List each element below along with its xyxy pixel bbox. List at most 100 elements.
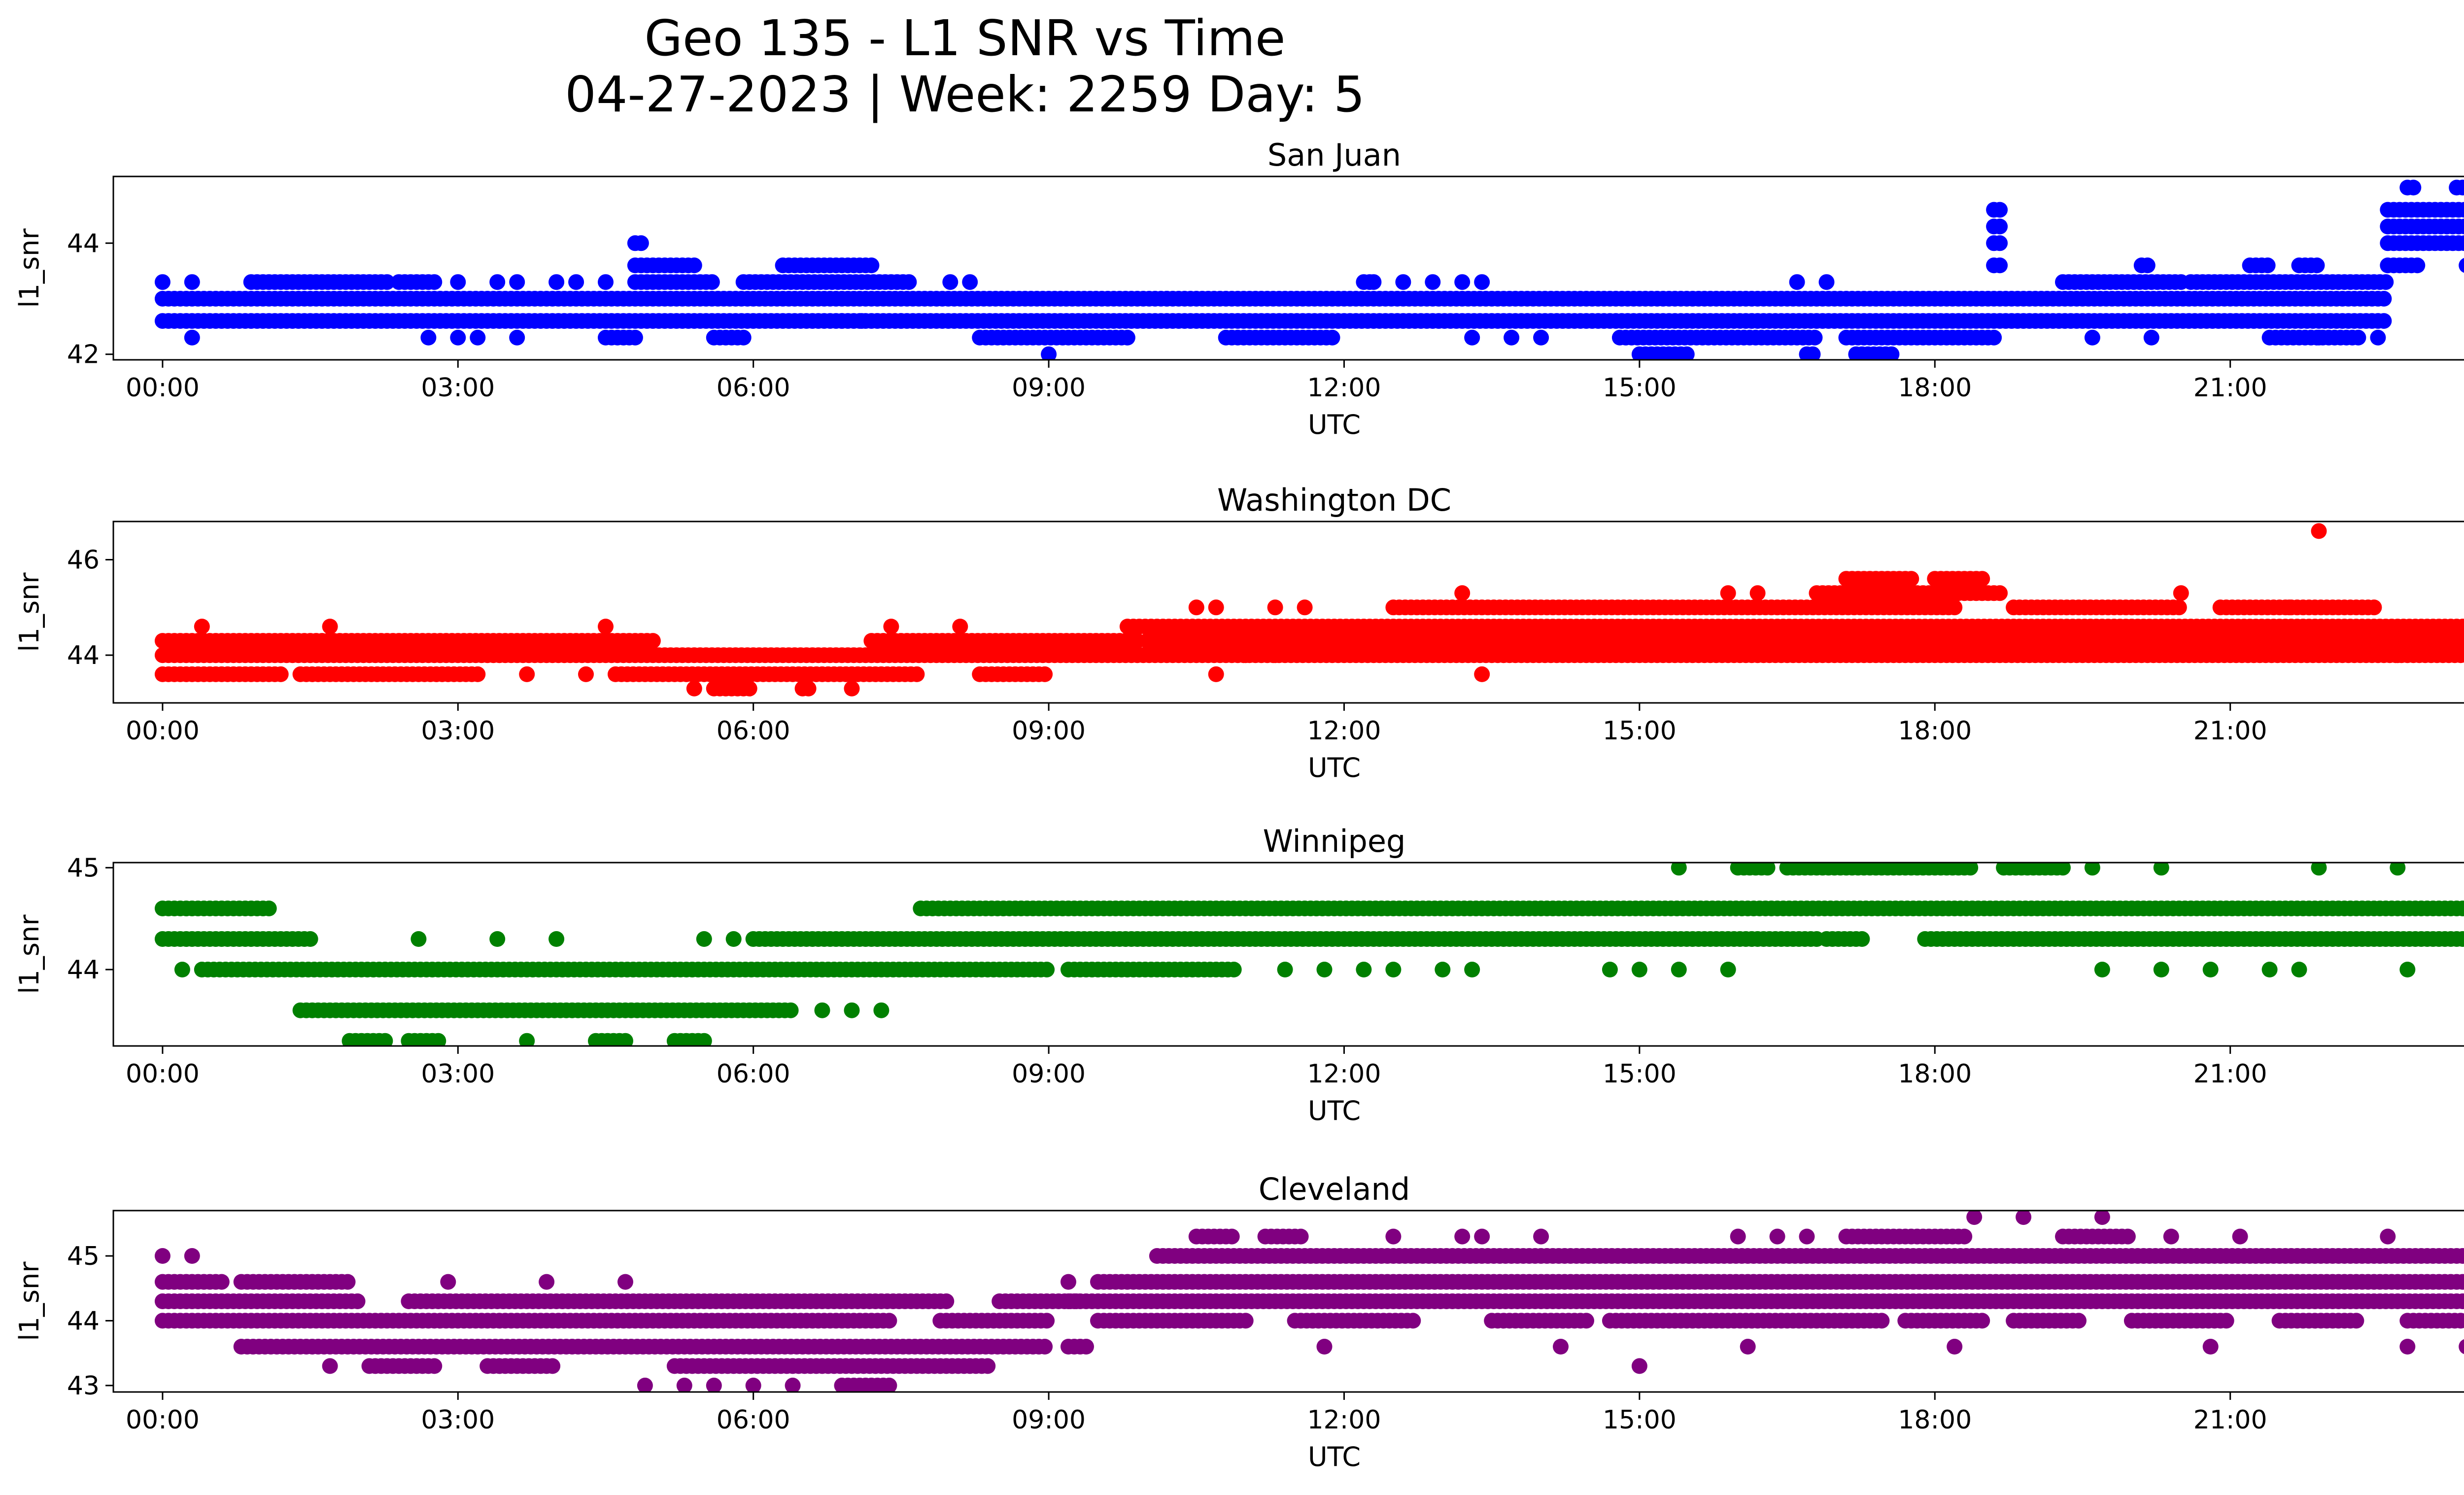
data-point <box>2390 863 2406 876</box>
data-point <box>1039 962 1055 977</box>
data-point <box>814 1002 830 1018</box>
data-point <box>2071 1313 2087 1329</box>
data-point <box>302 931 318 947</box>
x-tick-label: 21:00 <box>2193 373 2267 403</box>
data-point <box>1474 274 1490 290</box>
data-point <box>2409 257 2426 274</box>
data-point <box>2459 1313 2464 1328</box>
y-tick-label: 45 <box>67 853 100 883</box>
data-point <box>548 931 565 947</box>
data-point <box>2455 1248 2464 1264</box>
data-point <box>2311 523 2327 539</box>
data-point <box>686 680 702 696</box>
data-point <box>1208 599 1224 616</box>
data-point <box>1504 329 1520 346</box>
x-tick-label: 06:00 <box>717 1059 790 1089</box>
data-point <box>1671 863 1687 876</box>
axes-frame-washington-dc <box>112 521 2464 704</box>
data-point <box>741 680 757 696</box>
data-point <box>2259 257 2276 274</box>
y-axis-label: l1_snr <box>14 228 45 308</box>
y-tick-label: 44 <box>67 229 100 258</box>
data-point <box>1037 1339 1053 1355</box>
data-point <box>834 313 850 329</box>
data-point <box>2202 962 2219 977</box>
data-point <box>489 274 506 290</box>
data-point <box>2376 313 2392 329</box>
data-point <box>1267 647 1283 663</box>
data-point <box>1395 274 1411 290</box>
y-axis-label: l1_snr <box>14 914 45 994</box>
data-point <box>873 1002 890 1018</box>
data-point <box>1992 218 2008 235</box>
data-point <box>1974 571 1990 587</box>
data-point <box>901 274 917 290</box>
data-point <box>420 329 437 346</box>
data-point <box>1986 329 2002 346</box>
data-point <box>863 257 880 274</box>
data-point <box>1316 962 1333 977</box>
data-point <box>2084 329 2100 346</box>
data-point <box>909 666 925 682</box>
data-point <box>1854 931 1870 947</box>
data-point <box>1237 647 1254 663</box>
data-point <box>2459 258 2464 273</box>
panel-title-san-juan: San Juan <box>1267 137 1401 173</box>
x-tick-label: 21:00 <box>2193 716 2267 746</box>
data-point <box>1874 1313 1890 1329</box>
x-tick-label: 18:00 <box>1898 373 1972 403</box>
data-point <box>2390 647 2406 663</box>
data-point <box>430 1033 446 1046</box>
data-point <box>952 619 968 635</box>
data-point <box>2463 222 2464 231</box>
data-point <box>509 274 525 290</box>
data-point <box>2261 962 2278 977</box>
data-point <box>1749 585 1766 601</box>
data-point <box>470 329 486 346</box>
data-point <box>1188 599 1204 616</box>
series-points-cleveland <box>154 1211 2464 1392</box>
data-point <box>1602 962 1618 977</box>
x-tick-label: 18:00 <box>1898 716 1972 746</box>
data-point <box>2366 599 2382 616</box>
y-tick-label: 42 <box>67 340 100 370</box>
data-point <box>1759 863 1776 876</box>
data-point <box>686 257 702 274</box>
data-point <box>2378 274 2394 290</box>
data-point <box>1405 1313 1421 1329</box>
data-point <box>2455 1274 2464 1290</box>
data-point <box>184 274 200 290</box>
data-point <box>2153 863 2169 876</box>
data-point <box>1631 962 1647 977</box>
x-axis-label: UTC <box>1308 752 1361 783</box>
y-tick-label: 44 <box>67 955 100 985</box>
data-point <box>2311 863 2327 876</box>
data-point <box>2399 962 2416 977</box>
data-point <box>1789 274 1805 290</box>
data-point <box>2457 235 2464 251</box>
data-point <box>881 1313 897 1329</box>
x-axis-label: UTC <box>1308 409 1361 440</box>
x-tick-label: 00:00 <box>126 1059 200 1089</box>
data-point <box>1671 962 1687 977</box>
data-point <box>426 274 443 290</box>
data-point <box>1078 1339 1094 1355</box>
figure-title-line1: Geo 135 - L1 SNR vs Time <box>645 9 1286 67</box>
data-point <box>519 1033 535 1046</box>
panel-title-washington-dc: Washington DC <box>1217 482 1451 518</box>
data-point <box>2463 205 2464 214</box>
series-points-winnipeg <box>154 863 2464 1046</box>
data-point <box>1385 962 1402 977</box>
data-point <box>2291 962 2307 977</box>
data-point <box>578 666 594 682</box>
data-point <box>1277 962 1293 977</box>
data-point <box>735 329 752 346</box>
data-point <box>2455 901 2464 916</box>
data-point <box>2281 599 2297 616</box>
data-point <box>598 274 614 290</box>
x-tick-label: 21:00 <box>2193 1059 2267 1089</box>
data-point <box>2455 179 2464 196</box>
data-point <box>2350 329 2366 346</box>
